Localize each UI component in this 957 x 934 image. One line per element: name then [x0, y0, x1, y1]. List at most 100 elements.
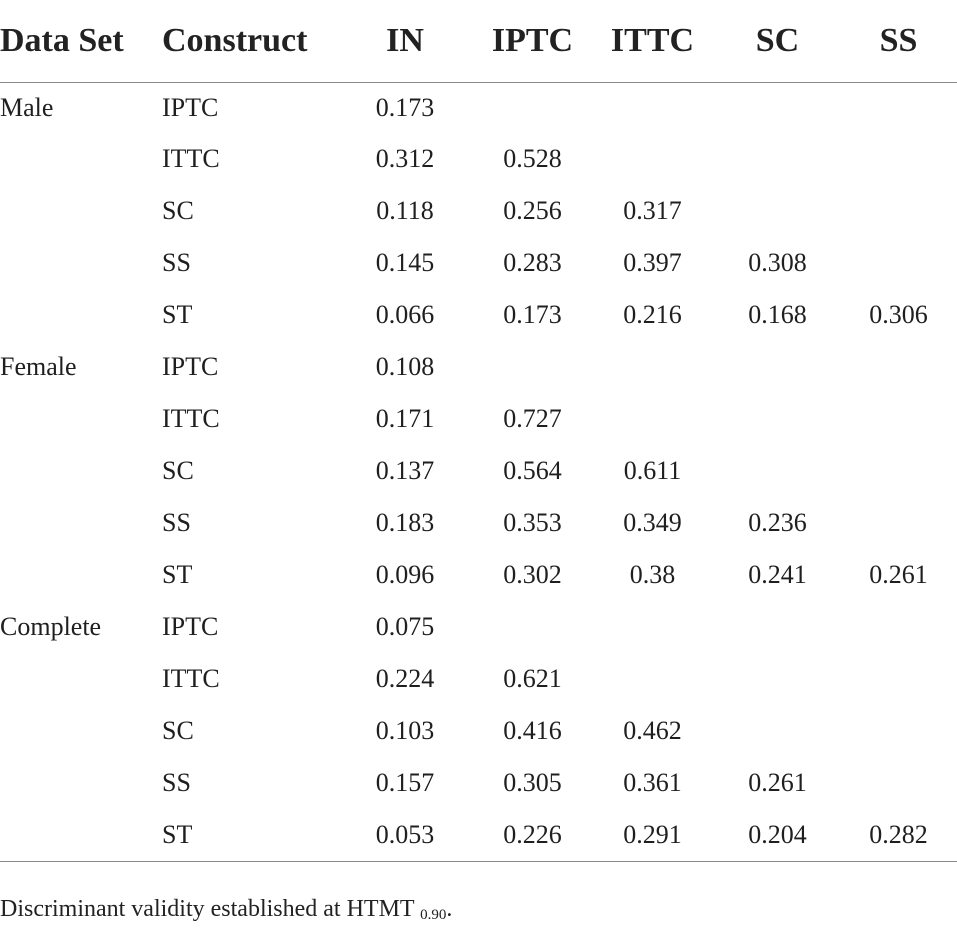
value-cell: 0.349 — [623, 508, 682, 537]
value-cell: 0.302 — [503, 560, 562, 589]
value-cell: 0.305 — [503, 768, 562, 797]
value-cell — [840, 653, 957, 705]
table-row: ITTC 0.312 0.528 — [0, 133, 957, 185]
value-cell: 0.38 — [629, 560, 676, 589]
value-cell: 0.171 — [375, 404, 435, 433]
data-set-cell — [0, 237, 150, 289]
table-row: ITTC 0.171 0.727 — [0, 393, 957, 445]
header-row: Data Set Construct IN IPTC ITTC SC SS — [0, 0, 957, 83]
construct-cell: ITTC — [162, 664, 220, 693]
header-ittc: ITTC — [590, 0, 715, 83]
value-cell: 0.118 — [376, 196, 434, 225]
value-cell — [590, 393, 715, 445]
construct-cell: ITTC — [162, 144, 220, 173]
value-cell: 0.168 — [748, 300, 807, 329]
table-row: ST 0.066 0.173 0.216 0.168 0.306 — [0, 289, 957, 341]
value-cell — [840, 83, 957, 134]
value-cell: 0.308 — [748, 248, 807, 277]
value-cell: 0.283 — [503, 248, 562, 277]
value-cell: 0.282 — [840, 809, 957, 862]
data-set-cell — [0, 705, 150, 757]
value-cell — [715, 601, 840, 653]
value-cell — [840, 237, 957, 289]
table-row: SS 0.145 0.283 0.397 0.308 — [0, 237, 957, 289]
value-cell: 0.137 — [375, 456, 435, 485]
table-header: Data Set Construct IN IPTC ITTC SC SS — [0, 0, 957, 83]
value-cell: 0.183 — [375, 508, 435, 537]
header-construct: Construct — [150, 0, 335, 83]
value-cell: 0.241 — [748, 560, 807, 589]
value-cell: 0.317 — [623, 196, 682, 225]
value-cell — [840, 705, 957, 757]
value-cell — [715, 341, 840, 393]
value-cell: 0.224 — [375, 664, 435, 693]
table-body: Male IPTC 0.173 ITTC 0.312 0.528 SC 0.118 0.256 0… — [0, 83, 957, 862]
data-set-cell — [0, 133, 150, 185]
value-cell: 0.256 — [503, 196, 562, 225]
value-cell: 0.312 — [375, 144, 435, 173]
value-cell: 0.204 — [715, 809, 840, 862]
value-cell — [475, 83, 590, 134]
construct-cell: ST — [150, 809, 335, 862]
value-cell — [715, 705, 840, 757]
data-set-cell — [0, 445, 150, 497]
header-in: IN — [335, 0, 475, 83]
table-row: SS 0.157 0.305 0.361 0.261 — [0, 757, 957, 809]
construct-cell: SC — [162, 196, 194, 225]
data-set-cell — [0, 393, 150, 445]
data-set-cell — [0, 653, 150, 705]
value-cell: 0.306 — [869, 300, 928, 329]
value-cell: 0.216 — [623, 300, 682, 329]
table-footnote: Discriminant validity established at HTM… — [0, 896, 452, 924]
value-cell: 0.361 — [623, 768, 682, 797]
value-cell: 0.611 — [623, 456, 682, 485]
value-cell — [590, 133, 715, 185]
construct-cell: SS — [162, 508, 191, 537]
value-cell: 0.261 — [748, 768, 807, 797]
value-cell — [715, 653, 840, 705]
data-set-cell: Male — [0, 93, 54, 122]
construct-cell: IPTC — [162, 612, 219, 641]
value-cell: 0.075 — [375, 612, 435, 641]
data-set-cell: Complete — [0, 612, 102, 641]
table-row: SC 0.103 0.416 0.462 — [0, 705, 957, 757]
value-cell: 0.096 — [375, 560, 435, 589]
table-row: ST 0.096 0.302 0.38 0.241 0.261 — [0, 549, 957, 601]
construct-cell: SC — [162, 456, 194, 485]
construct-cell: IPTC — [162, 93, 219, 122]
value-cell — [715, 133, 840, 185]
value-cell: 0.236 — [748, 508, 807, 537]
value-cell — [715, 83, 840, 134]
htmt-table: Data Set Construct IN IPTC ITTC SC SS Ma… — [0, 0, 957, 862]
table-row: Female IPTC 0.108 — [0, 341, 957, 393]
table-row: Complete IPTC 0.075 — [0, 601, 957, 653]
table-row: ITTC 0.224 0.621 — [0, 653, 957, 705]
value-cell: 0.173 — [503, 300, 562, 329]
table-row: SS 0.183 0.353 0.349 0.236 — [0, 497, 957, 549]
data-set-cell — [0, 185, 150, 237]
value-cell: 0.145 — [375, 248, 435, 277]
value-cell — [715, 185, 840, 237]
value-cell — [475, 341, 590, 393]
construct-cell: ITTC — [162, 404, 220, 433]
construct-cell: ST — [162, 560, 193, 589]
value-cell — [840, 757, 957, 809]
construct-cell: SC — [162, 716, 194, 745]
construct-cell: SS — [162, 248, 191, 277]
value-cell: 0.053 — [335, 809, 475, 862]
value-cell — [590, 341, 715, 393]
value-cell: 0.353 — [503, 508, 562, 537]
table-row: Male IPTC 0.173 — [0, 83, 957, 134]
data-set-cell — [0, 549, 150, 601]
htmt-table-container: Data Set Construct IN IPTC ITTC SC SS Ma… — [0, 0, 957, 862]
value-cell: 0.261 — [869, 560, 928, 589]
value-cell — [840, 133, 957, 185]
value-cell — [590, 83, 715, 134]
value-cell: 0.103 — [375, 716, 435, 745]
value-cell — [590, 601, 715, 653]
header-ss: SS — [840, 0, 957, 83]
value-cell — [840, 185, 957, 237]
footnote-text: Discriminant validity established at HTM… — [0, 896, 415, 922]
construct-cell: ST — [162, 300, 193, 329]
value-cell: 0.226 — [475, 809, 590, 862]
